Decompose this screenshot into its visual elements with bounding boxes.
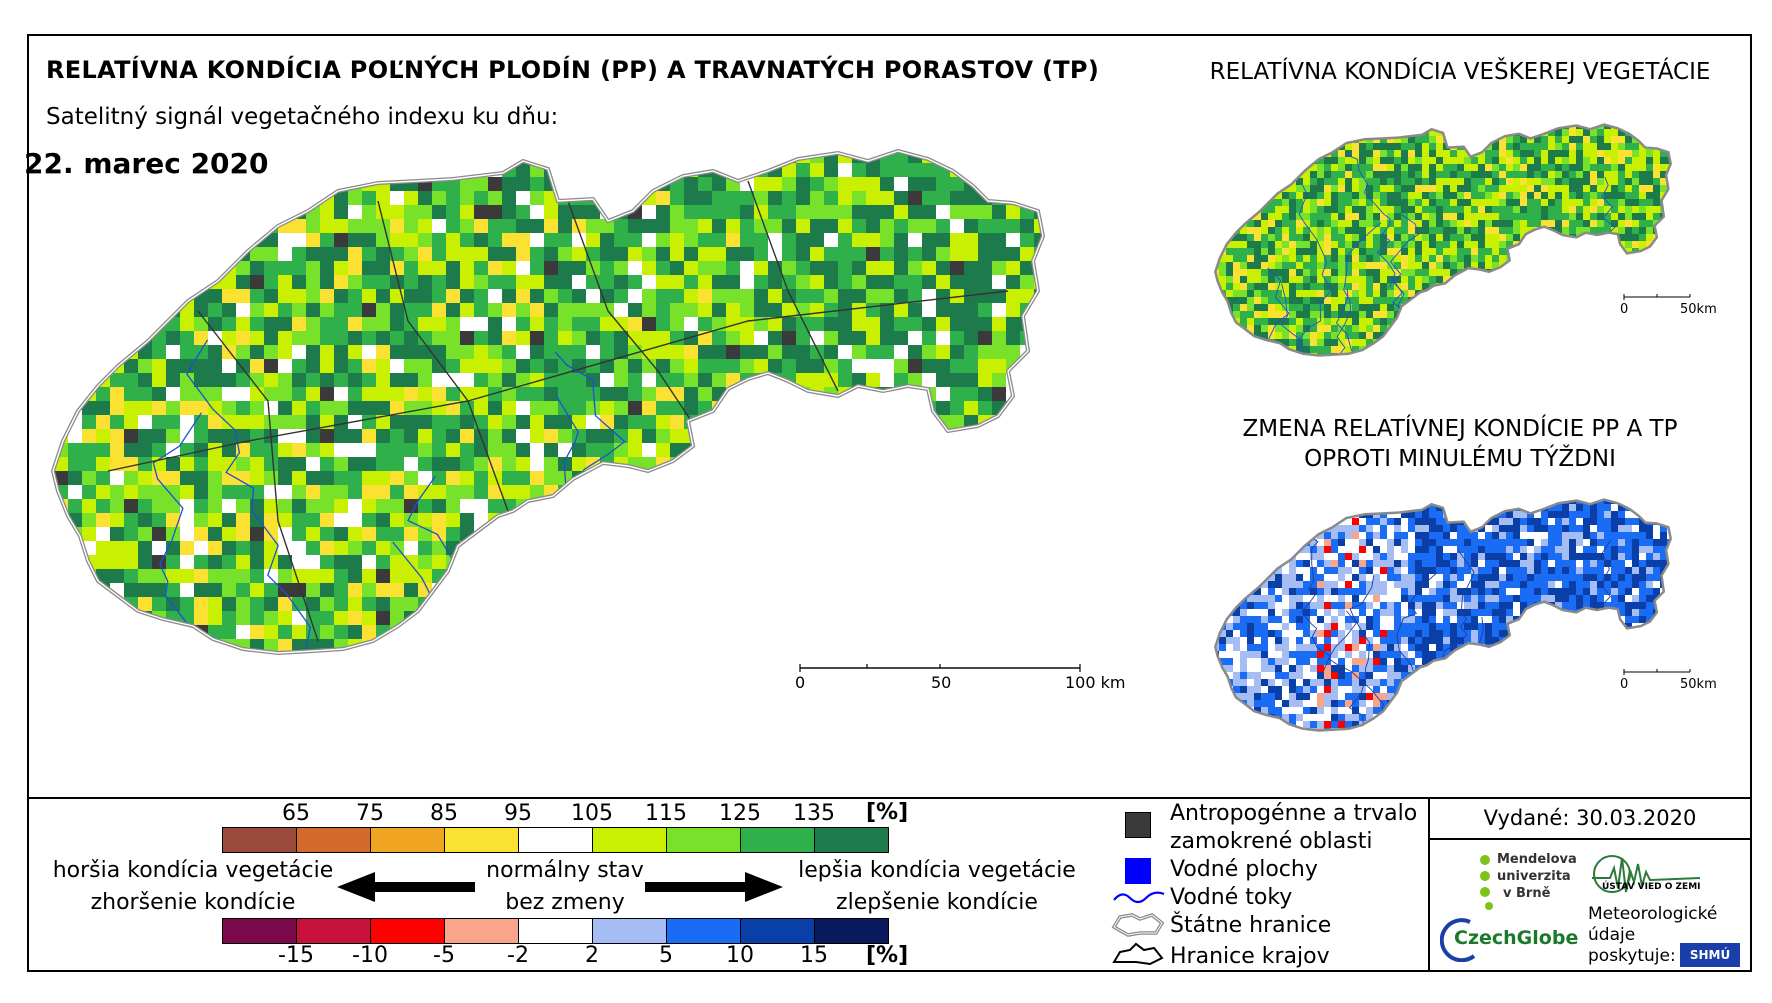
all-vegetation-raster (1215, 124, 1671, 356)
small1-scale-0: 0 (1620, 302, 1629, 317)
czechglobe-text: CzechGlobe (1454, 927, 1579, 949)
state-border-icon (1111, 913, 1165, 937)
arrow-left-icon (337, 872, 475, 902)
condition-tick: 75 (356, 801, 384, 826)
change-swatch (666, 918, 741, 944)
condition-tick: 95 (504, 801, 532, 826)
change-swatch (370, 918, 445, 944)
small1-scale-50: 50km (1680, 302, 1717, 317)
change-unit: [%] (866, 943, 909, 968)
anthropogenic-label-1: Antropogénne a trvalo (1170, 801, 1418, 826)
mendel-dots-icon (1480, 855, 1493, 910)
state-border-label: Štátne hranice (1170, 913, 1332, 938)
logo-panel-divider (1428, 797, 1430, 972)
arrow-right-icon (645, 872, 783, 902)
better-label-1: lepšia kondícia vegetácie (798, 858, 1076, 883)
condition-tick: 65 (282, 801, 310, 826)
condition-unit: [%] (866, 800, 909, 825)
change-swatch (518, 918, 593, 944)
change-tick: -5 (433, 943, 455, 968)
condition-tick: 125 (719, 801, 761, 826)
main-scale-100: 100 km (1065, 673, 1126, 692)
better-label-2: zlepšenie kondície (836, 890, 1038, 915)
condition-swatch (222, 827, 297, 853)
main-map-region-borders (107, 180, 1009, 642)
change-tick: 15 (800, 943, 828, 968)
condition-tick: 135 (793, 801, 835, 826)
region-border-icon (1112, 942, 1164, 966)
change-swatch (444, 918, 519, 944)
map-frame (27, 34, 1752, 972)
mendel-line1: Mendelova (1497, 852, 1577, 867)
main-scale-bar (799, 664, 1081, 672)
condition-tick: 105 (571, 801, 613, 826)
main-title: RELATÍVNA KONDÍCIA POĽNÝCH PLODÍN (PP) A… (46, 56, 1100, 84)
condition-tick: 85 (430, 801, 458, 826)
issued-divider (1428, 838, 1752, 840)
main-map (50, 148, 1046, 656)
date-label: 22. marec 2020 (24, 147, 269, 180)
main-scale-0: 0 (795, 673, 806, 692)
change-swatch (740, 918, 815, 944)
all-vegetation-border (1213, 123, 1672, 357)
issued-date: Vydané: 30.03.2020 (1483, 806, 1697, 830)
change-border (1213, 498, 1672, 732)
meteo-text-2: údaje (1588, 925, 1636, 945)
change-title-line1: ZMENA RELATÍVNEJ KONDÍCIE PP A TP (1242, 416, 1678, 442)
anthropogenic-swatch (1125, 812, 1151, 838)
meteo-text-3: poskytuje: (1588, 946, 1676, 966)
change-tick: 2 (585, 943, 599, 968)
change-swatch (296, 918, 371, 944)
legend-divider (27, 797, 1752, 799)
change-tick: 5 (659, 943, 673, 968)
change-tick: -2 (507, 943, 529, 968)
change-map (1213, 498, 1672, 732)
anthropogenic-label-2: zamokrené oblasti (1170, 829, 1373, 854)
normal-label-2: bez zmeny (505, 890, 625, 915)
main-map-raster (53, 151, 1043, 653)
change-tick: -15 (278, 943, 314, 968)
water-streams-icon (1113, 891, 1165, 904)
condition-swatch (444, 827, 519, 853)
subtitle: Satelitný signál vegetačného indexu ku d… (46, 104, 559, 130)
change-swatch (814, 918, 889, 944)
change-title-line2: OPROTI MINULÉMU TÝŽDNI (1304, 446, 1616, 472)
worse-label-2: zhoršenie kondície (90, 890, 296, 915)
meteo-text-1: Meteorologické (1588, 904, 1718, 924)
condition-swatch (814, 827, 889, 853)
condition-swatch (592, 827, 667, 853)
legend-arrows (337, 872, 783, 902)
condition-swatch (518, 827, 593, 853)
mendel-line2: univerzita (1497, 869, 1571, 884)
region-border-label: Hranice krajov (1170, 944, 1330, 969)
water-bodies-swatch (1125, 858, 1151, 884)
condition-swatch (296, 827, 371, 853)
mendel-line3: v Brně (1503, 886, 1551, 901)
main-scale-50: 50 (931, 673, 952, 692)
condition-tick: 115 (645, 801, 687, 826)
seismograph-icon (1592, 855, 1701, 893)
change-swatch (222, 918, 297, 944)
change-tick: 10 (726, 943, 754, 968)
all-vegetation-map (1213, 123, 1672, 357)
shmu-logo: SHMÚ (1680, 943, 1740, 967)
usv-text: ÚSTAV VIED O ZEMI (1602, 882, 1701, 892)
small-scale-bar-2 (1623, 669, 1691, 675)
change-raster (1215, 499, 1671, 731)
change-tick: -10 (352, 943, 388, 968)
water-bodies-label: Vodné plochy (1170, 857, 1318, 882)
condition-swatch (666, 827, 741, 853)
small-scale-bar-1 (1623, 294, 1691, 300)
small2-scale-50: 50km (1680, 677, 1717, 692)
condition-swatch (370, 827, 445, 853)
small2-scale-0: 0 (1620, 677, 1629, 692)
worse-label-1: horšia kondícia vegetácie (52, 858, 334, 883)
water-streams-label: Vodné toky (1170, 885, 1293, 910)
all-vegetation-title: RELATÍVNA KONDÍCIA VEŠKEREJ VEGETÁCIE (1209, 59, 1711, 85)
change-swatch (592, 918, 667, 944)
usv-logo: ÚSTAV VIED O ZEMI (1590, 848, 1702, 900)
condition-swatch (740, 827, 815, 853)
czechglobe-arc-icon (1440, 918, 1476, 962)
normal-label-1: normálny stav (486, 858, 644, 883)
